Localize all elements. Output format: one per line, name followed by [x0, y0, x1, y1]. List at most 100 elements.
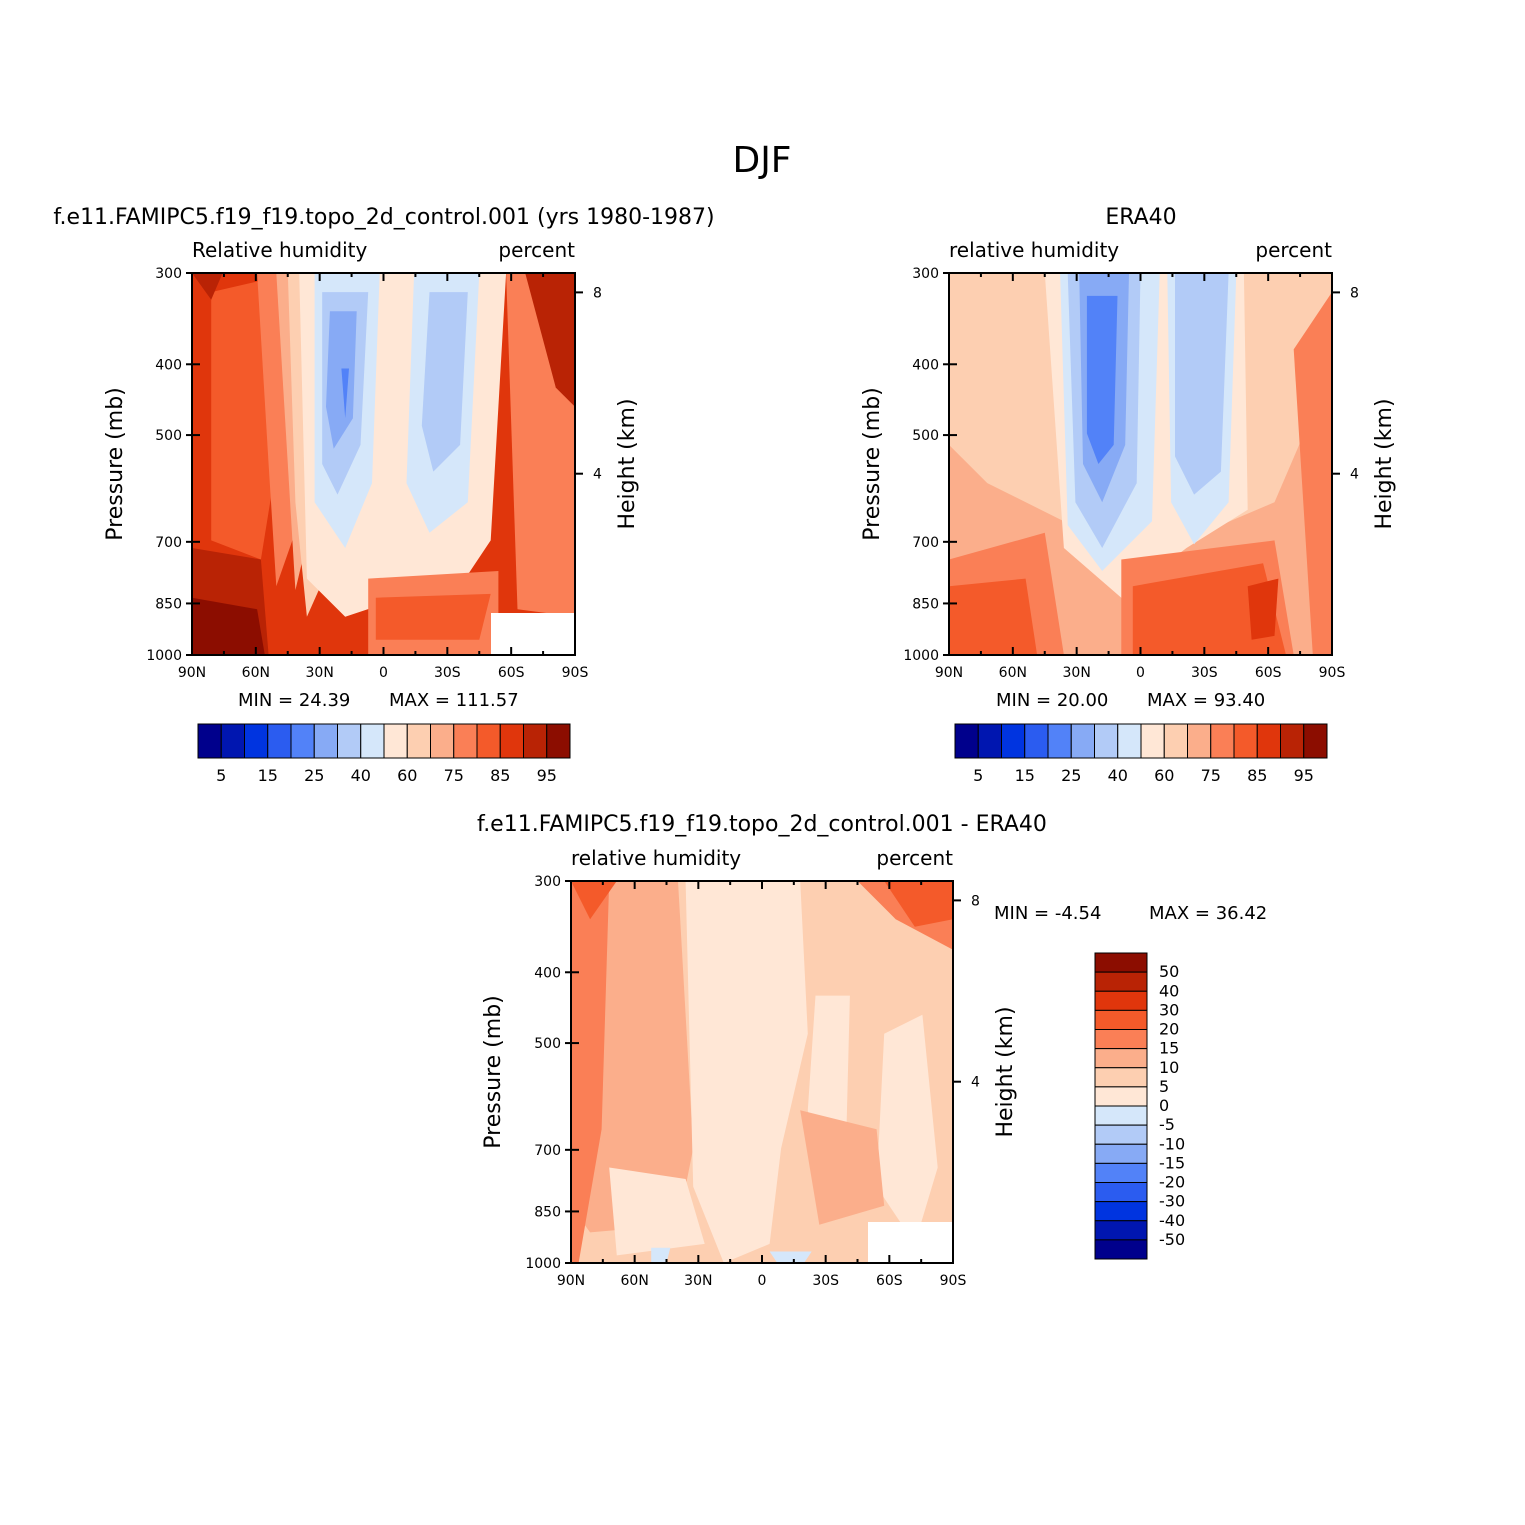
colorbar-box — [1163, 723, 1188, 759]
contour-region — [341, 368, 349, 419]
colorbar-box — [1094, 1220, 1148, 1241]
colorbar-box — [1303, 723, 1328, 759]
x-tick-label: 0 — [379, 665, 388, 681]
colorbar-box — [476, 723, 501, 759]
colorbar-box — [1117, 723, 1142, 759]
y2-axis-title: Height (km) — [615, 398, 640, 529]
colorbar-label: 40 — [351, 766, 371, 785]
colorbar-box — [1094, 1201, 1148, 1222]
colorbar-box — [453, 723, 478, 759]
colorbar-label: 0 — [1159, 1096, 1169, 1115]
colorbar-box — [1280, 723, 1305, 759]
colorbar-box — [546, 723, 571, 759]
colorbar-box — [1187, 723, 1212, 759]
x-tick-label: 60S — [1255, 665, 1282, 681]
panel-era40: ERA40 relative humidity percent 90N 60N 30… — [860, 205, 1397, 785]
contour-region — [571, 881, 610, 1263]
contour-region — [1247, 578, 1279, 640]
y-axis-title: Pressure (mb) — [860, 387, 885, 541]
colorbar-box — [1210, 723, 1235, 759]
y2-tick-label: 8 — [1350, 285, 1359, 301]
colorbar-box — [220, 723, 245, 759]
axes: 90N 60N 30N 0 30S 60S 90S 300 400 500 700 850 1000 8 4 — [146, 266, 602, 681]
x-tick-label: 90N — [178, 665, 206, 681]
y2-axis-title: Height (km) — [1372, 398, 1397, 529]
colorbar-box — [1094, 723, 1119, 759]
contour-region — [192, 597, 265, 655]
x-tick-label: 60N — [621, 1273, 649, 1289]
y-tick-label: 1000 — [525, 1256, 561, 1272]
x-tick-label: 60S — [876, 1273, 903, 1289]
colorbar-label: -5 — [1159, 1115, 1175, 1134]
y-tick-label: 850 — [155, 596, 182, 612]
colorbar-box — [360, 723, 385, 759]
min-label: MIN = -4.54 — [994, 903, 1101, 924]
contour-region — [421, 292, 468, 472]
figure-title: DJF — [732, 140, 791, 181]
contour-region — [769, 1251, 812, 1263]
colorbar-label: 15 — [1159, 1039, 1179, 1058]
y-tick-label: 500 — [534, 1036, 561, 1052]
colorbar-label: -20 — [1159, 1173, 1185, 1192]
contour-field — [192, 273, 575, 655]
colorbar-label: 95 — [537, 766, 557, 785]
colorbar-label: 25 — [304, 766, 324, 785]
max-label: MAX = 93.40 — [1147, 690, 1265, 711]
contour-region — [525, 273, 575, 407]
colorbar-label: -10 — [1159, 1134, 1185, 1153]
contour-region — [800, 1110, 885, 1225]
colorbar-box — [1024, 723, 1049, 759]
contour-field — [571, 881, 953, 1263]
missing-data-region — [491, 613, 575, 655]
colorbar-box — [430, 723, 455, 759]
y-tick-label: 500 — [155, 428, 182, 444]
colorbar-label: 5 — [973, 766, 983, 785]
y-axis-title: Pressure (mb) — [481, 995, 506, 1149]
left-variable-label: relative humidity — [949, 238, 1119, 262]
y-tick-label: 1000 — [903, 648, 939, 664]
colorbar-box — [954, 723, 979, 759]
y-tick-label: 400 — [534, 965, 561, 981]
contour-region — [876, 1014, 938, 1244]
y-tick-label: 700 — [912, 535, 939, 551]
x-tick-label: 90S — [562, 665, 589, 681]
colorbar-label: -50 — [1159, 1230, 1185, 1249]
contour-region — [211, 280, 277, 560]
contour-region — [685, 881, 808, 1263]
colorbar-label: 15 — [258, 766, 278, 785]
contour-region — [192, 273, 223, 300]
panel-title: f.e11.FAMIPC5.f19_f19.topo_2d_control.00… — [477, 812, 1047, 837]
contour-region — [1175, 273, 1229, 495]
right-units-label: percent — [876, 846, 953, 870]
panel-difference: f.e11.FAMIPC5.f19_f19.topo_2d_control.00… — [477, 812, 1267, 1289]
x-tick-label: 0 — [758, 1273, 767, 1289]
contour-field — [949, 273, 1332, 655]
contour-region — [949, 578, 1038, 655]
y-tick-label: 700 — [155, 535, 182, 551]
max-label: MAX = 36.42 — [1149, 903, 1267, 924]
colorbar-box — [1094, 1239, 1148, 1260]
contour-region — [1086, 295, 1118, 464]
contour-region — [884, 881, 953, 927]
right-units-label: percent — [1255, 238, 1332, 262]
colorbar-box — [267, 723, 292, 759]
colorbar-label: 60 — [397, 766, 417, 785]
colorbar: 5 15 25 40 60 75 85 95 — [954, 723, 1328, 785]
x-tick-label: 30N — [684, 1273, 712, 1289]
y-tick-label: 300 — [534, 874, 561, 890]
colorbar-label: 15 — [1015, 766, 1035, 785]
y2-axis-title: Height (km) — [993, 1006, 1018, 1137]
colorbar-box — [1094, 1029, 1148, 1050]
y-tick-label: 850 — [534, 1204, 561, 1220]
colorbar-box — [1094, 971, 1148, 992]
min-label: MIN = 24.39 — [238, 690, 350, 711]
panel-model: f.e11.FAMIPC5.f19_f19.topo_2d_control.00… — [53, 205, 714, 785]
colorbar-box — [1094, 1048, 1148, 1069]
panel-title: ERA40 — [1105, 205, 1176, 230]
colorbar-box — [383, 723, 408, 759]
colorbar-box — [1047, 723, 1072, 759]
x-tick-label: 30S — [1191, 665, 1218, 681]
colorbar-box — [1140, 723, 1165, 759]
contour-region — [1293, 292, 1332, 655]
